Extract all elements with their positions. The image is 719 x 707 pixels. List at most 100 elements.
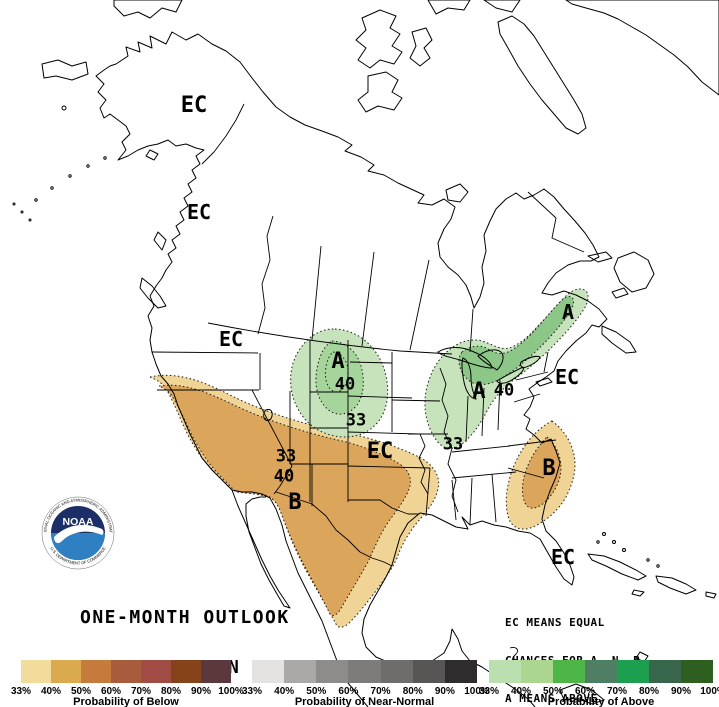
colorbar-below-caption: Probability of Below — [73, 696, 179, 707]
island-arctic-1 — [355, 9, 403, 69]
map-label-a: A — [561, 300, 575, 324]
colorbar-tick: 33% — [478, 686, 500, 697]
island-jamaica — [631, 589, 645, 597]
colorbar-swatch — [284, 660, 317, 683]
map-label-ec: EC — [550, 545, 576, 569]
map-label-ec: EC — [554, 365, 580, 389]
island-hispaniola — [655, 575, 697, 595]
coastlines — [12, 0, 719, 707]
colorbar-swatch — [252, 660, 285, 683]
island-arctic-5 — [483, 0, 521, 13]
colorbar-near-normal-caption: Probability of Near-Normal — [294, 696, 435, 707]
colorbar-swatch — [51, 660, 81, 683]
colorbar-tick: 70% — [370, 686, 391, 697]
lake-erie — [496, 366, 524, 384]
colorbar-tick: 50% — [542, 686, 564, 697]
probability-regions — [148, 288, 589, 628]
colorbar-swatch — [649, 660, 681, 683]
colorbar-tick: 100% — [700, 686, 719, 697]
colorbar-tick: 90% — [670, 686, 692, 697]
colorbar-swatch — [316, 660, 349, 683]
map-label-a: A — [331, 349, 345, 374]
colorbar-swatch — [171, 660, 201, 683]
island-cuba — [587, 553, 647, 581]
colorbar-above-caption: Probability of Above — [547, 696, 655, 707]
colorbar-tick: 33% — [10, 686, 32, 697]
political-borders — [151, 103, 585, 665]
lake-superior — [437, 347, 493, 369]
island-arctic-2 — [357, 71, 403, 113]
colorbar-tick: 70% — [606, 686, 628, 697]
noaa-acronym: NOAA — [63, 516, 94, 528]
colorbar-swatch — [111, 660, 141, 683]
colorbar-tick: 80% — [402, 686, 423, 697]
island-arctic-4 — [427, 0, 471, 15]
colorbar-above — [489, 660, 713, 683]
colorbar-near-normal — [252, 660, 477, 683]
island-southampton — [445, 183, 469, 203]
island-siberia-coast — [41, 59, 89, 81]
island-baffin — [497, 15, 587, 135]
island-chukotka — [113, 0, 183, 19]
colorbar-tick: 50% — [70, 686, 92, 697]
island-pei — [611, 287, 629, 299]
noaa-logo-sea — [51, 533, 105, 560]
region-below-southeast-inner — [522, 436, 562, 509]
great-lakes — [263, 347, 541, 421]
coast-panama — [559, 683, 605, 705]
island-vancouver — [139, 277, 167, 309]
lake-ontario — [519, 355, 541, 369]
colorbar-swatch — [585, 660, 617, 683]
coast-baja-california — [231, 489, 291, 609]
colorbar-swatch — [201, 660, 231, 683]
colorbar-swatch — [444, 660, 477, 683]
colorbar-tick: 60% — [338, 686, 359, 697]
region-above-plains-core-contour — [324, 351, 349, 393]
map-label-ec: EC — [180, 93, 208, 118]
map-label-33: 33 — [442, 434, 464, 455]
title-line: ONE-MONTH OUTLOOK — [80, 607, 290, 628]
map-label-ec: EC — [218, 327, 244, 351]
region-below-southwest-inner — [157, 384, 411, 617]
noaa-logo: NOAA NATIONAL OCEANIC AND ATMOSPHERIC AD… — [41, 496, 115, 570]
colorbar-swatch — [141, 660, 171, 683]
colorbar-below-ticks: 33% 40% 50% 60% 70% 80% 90% 100% — [11, 686, 244, 698]
colorbar-tick: 90% — [190, 686, 212, 697]
map-label-b: B — [288, 490, 302, 515]
colorbar-swatch — [521, 660, 553, 683]
lake-huron — [477, 349, 504, 371]
colorbar-swatch — [380, 660, 413, 683]
colorbar-swatch — [681, 660, 713, 683]
colorbar-tick: 60% — [100, 686, 122, 697]
colorbar-tick: 33% — [241, 686, 263, 697]
colorbar-tick: 90% — [434, 686, 455, 697]
great-salt-lake — [263, 408, 273, 421]
colorbar-tick: 100% — [464, 686, 490, 697]
colorbar-tick: 70% — [130, 686, 152, 697]
border-us-mexico — [275, 491, 393, 567]
island-anticosti — [587, 251, 613, 263]
colorbar-tick: 40% — [510, 686, 532, 697]
map-label-33: 33 — [275, 446, 297, 467]
peninsula-nova-scotia — [601, 325, 637, 354]
lake-michigan — [461, 357, 477, 400]
colorbar-tick: 80% — [638, 686, 660, 697]
map-label-ec: EC — [366, 439, 394, 464]
map-label-b: B — [542, 456, 556, 481]
island-greenland — [565, 0, 719, 96]
colorbar-swatch — [348, 660, 381, 683]
colorbar-swatch — [412, 660, 445, 683]
map-label-a: A — [472, 379, 486, 404]
border-us-canada — [207, 322, 453, 355]
colorbar-tick: 80% — [160, 686, 182, 697]
region-above-northeast-inner — [458, 296, 574, 386]
map-label-40: 40 — [334, 374, 356, 395]
colorbar-swatch — [489, 660, 521, 683]
coast-pacific — [95, 63, 369, 707]
coast-arctic-atlantic-gulf — [115, 31, 608, 707]
colorbar-swatch — [21, 660, 51, 683]
map-label-40: 40 — [273, 466, 295, 487]
map-label-40: 40 — [493, 380, 515, 401]
